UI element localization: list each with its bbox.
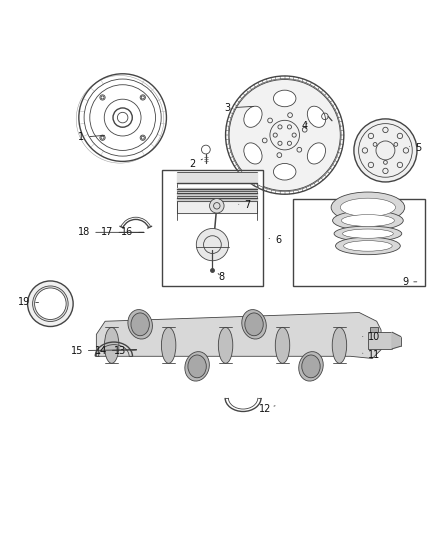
Text: 16: 16 — [121, 228, 144, 237]
Text: 9: 9 — [402, 277, 417, 287]
Text: 15: 15 — [71, 345, 137, 356]
Ellipse shape — [104, 327, 119, 364]
Text: 3: 3 — [225, 103, 254, 113]
Text: 6: 6 — [269, 235, 281, 245]
Ellipse shape — [342, 215, 394, 227]
Text: 8: 8 — [218, 272, 224, 282]
Circle shape — [209, 199, 224, 213]
Ellipse shape — [218, 327, 233, 364]
Text: 19: 19 — [18, 297, 39, 308]
Text: 13: 13 — [114, 345, 137, 356]
Text: 10: 10 — [363, 333, 381, 343]
Ellipse shape — [344, 241, 392, 251]
Circle shape — [32, 286, 68, 321]
Ellipse shape — [331, 192, 405, 223]
Circle shape — [35, 288, 66, 319]
Ellipse shape — [332, 211, 403, 230]
Ellipse shape — [334, 226, 402, 241]
Circle shape — [196, 229, 229, 261]
Text: 2: 2 — [190, 159, 202, 169]
Text: 1: 1 — [78, 132, 105, 142]
Text: 7: 7 — [239, 200, 251, 210]
Ellipse shape — [244, 106, 262, 127]
Ellipse shape — [332, 327, 346, 364]
Text: 17: 17 — [101, 228, 144, 237]
Ellipse shape — [273, 164, 296, 180]
Text: 12: 12 — [259, 404, 275, 414]
Bar — [293, 199, 425, 286]
Text: 11: 11 — [363, 350, 381, 360]
Ellipse shape — [273, 90, 296, 107]
Ellipse shape — [299, 352, 323, 381]
Text: 14: 14 — [95, 345, 137, 356]
Ellipse shape — [161, 327, 176, 364]
Ellipse shape — [188, 355, 206, 378]
Ellipse shape — [131, 313, 149, 336]
Ellipse shape — [185, 352, 209, 381]
Polygon shape — [392, 332, 401, 349]
Ellipse shape — [302, 355, 320, 378]
Text: 5: 5 — [410, 143, 421, 154]
Circle shape — [28, 281, 73, 327]
Circle shape — [229, 79, 340, 191]
Ellipse shape — [336, 237, 400, 255]
Text: 18: 18 — [78, 228, 144, 237]
Ellipse shape — [242, 310, 266, 339]
Polygon shape — [96, 312, 381, 359]
Ellipse shape — [275, 327, 290, 364]
Ellipse shape — [340, 198, 396, 216]
Ellipse shape — [244, 143, 262, 164]
Ellipse shape — [307, 143, 325, 164]
Ellipse shape — [307, 106, 325, 127]
Text: 4: 4 — [301, 122, 307, 131]
Circle shape — [354, 119, 417, 182]
Ellipse shape — [245, 313, 263, 336]
Polygon shape — [370, 327, 378, 332]
Ellipse shape — [128, 310, 152, 339]
Bar — [162, 170, 263, 286]
Bar — [368, 332, 392, 349]
Ellipse shape — [343, 229, 393, 238]
